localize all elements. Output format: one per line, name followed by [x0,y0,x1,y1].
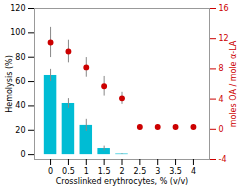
svg-text:1.5: 1.5 [98,167,111,176]
svg-text:4: 4 [191,167,196,176]
svg-text:0.5: 0.5 [62,167,75,176]
svg-text:Crosslinked erythrocytes, % (v: Crosslinked erythrocytes, % (v/v) [56,177,189,186]
svg-text:0: 0 [48,167,53,176]
svg-text:80: 80 [15,53,25,62]
svg-text:1: 1 [84,167,89,176]
svg-text:120: 120 [10,4,25,13]
svg-text:0: 0 [20,150,25,159]
svg-text:3: 3 [155,167,160,176]
svg-text:moles OA / mole α-LA: moles OA / mole α-LA [229,40,238,127]
svg-text:Hemolysis (%): Hemolysis (%) [5,55,14,113]
svg-text:8: 8 [219,64,224,73]
svg-text:2.5: 2.5 [133,167,146,176]
svg-text:3.5: 3.5 [169,167,182,176]
svg-text:100: 100 [10,28,25,37]
svg-text:2: 2 [119,167,124,176]
svg-text:12: 12 [219,34,229,43]
svg-text:40: 40 [15,101,25,110]
svg-text:20: 20 [15,126,25,135]
svg-text:0: 0 [219,125,224,134]
svg-text:16: 16 [219,4,229,13]
svg-text:-4: -4 [219,155,227,164]
svg-text:4: 4 [219,95,224,104]
svg-text:60: 60 [15,77,25,86]
